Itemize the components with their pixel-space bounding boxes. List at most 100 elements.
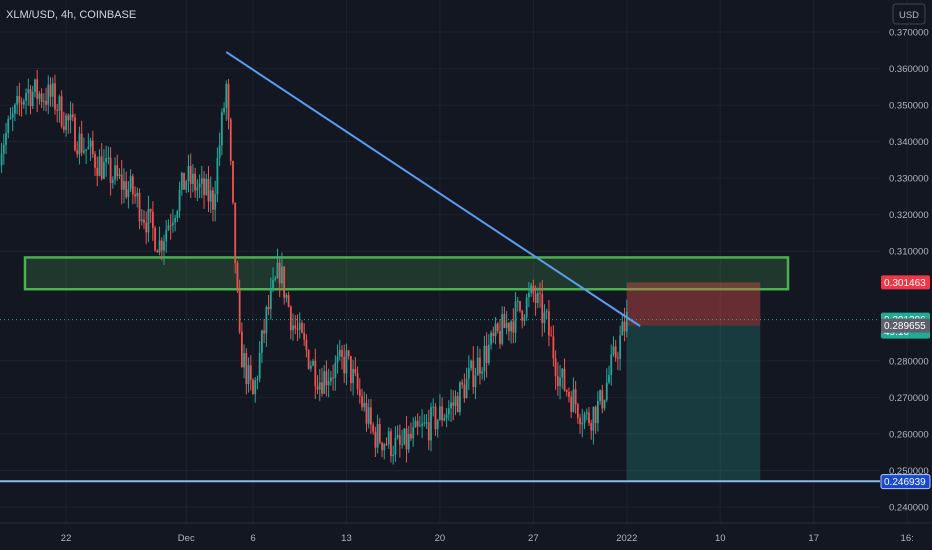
- candle-body: [247, 365, 250, 385]
- candle-body: [225, 83, 228, 108]
- time-tick-label: 10: [715, 533, 726, 544]
- candle-body: [421, 423, 423, 426]
- currency-button[interactable]: [892, 3, 926, 25]
- candle-body: [40, 93, 43, 102]
- candle-body: [436, 419, 439, 430]
- price-tag: [881, 318, 930, 333]
- candle-body: [445, 414, 448, 419]
- candle-body: [16, 96, 19, 105]
- candle-body: [481, 371, 484, 374]
- candle-body: [269, 289, 272, 310]
- candle-body: [479, 357, 481, 374]
- candle-body: [499, 331, 501, 344]
- candle-body: [194, 173, 197, 191]
- candle-body: [450, 402, 452, 409]
- candle-body: [87, 146, 90, 150]
- candle-body: [100, 156, 103, 179]
- descending-trendline: [225, 51, 641, 327]
- candle-body: [74, 117, 76, 151]
- stop-loss-zone: [626, 282, 761, 326]
- candle-body: [617, 357, 619, 359]
- candle-body: [243, 353, 245, 368]
- candle-body: [396, 435, 399, 438]
- candle-body: [403, 428, 406, 445]
- candle-body: [51, 83, 54, 97]
- symbol-title[interactable]: XLM/USD, 4h, COINBASE: [6, 9, 136, 21]
- candle-body: [530, 285, 533, 293]
- candle-body: [276, 262, 279, 279]
- price-tick-label: 0.340000: [889, 137, 929, 148]
- candle-body: [507, 322, 510, 332]
- price-tick-label: 0.330000: [889, 174, 929, 185]
- candle-body: [254, 380, 257, 395]
- candle-body: [314, 360, 317, 387]
- candle-body: [463, 384, 466, 399]
- candle-body: [385, 444, 388, 446]
- candle-body: [272, 279, 274, 290]
- price-tick-label: 0.320000: [889, 210, 929, 221]
- candle-body: [85, 149, 88, 151]
- candle-body: [329, 377, 332, 382]
- candle-body: [381, 442, 383, 451]
- candle-body: [545, 311, 548, 313]
- price-axis[interactable]: 0.370000 0.360000 0.350000 0.340000 0.330000…: [889, 28, 929, 514]
- candle-body: [240, 331, 243, 368]
- candle-body: [556, 376, 559, 387]
- price-tick-label: 0.360000: [889, 64, 929, 75]
- candle-body: [525, 297, 528, 318]
- candle-body: [574, 389, 577, 405]
- candle-body: [423, 422, 426, 424]
- candle-body: [163, 241, 165, 251]
- candle-body: [185, 180, 188, 190]
- candle-body: [321, 382, 323, 394]
- candle-body: [592, 406, 595, 431]
- candle-body: [541, 294, 544, 324]
- candle-body: [559, 377, 561, 387]
- candle-body: [594, 406, 597, 424]
- candle-body: [472, 360, 475, 387]
- candle-body: [614, 346, 617, 358]
- candle-body: [405, 428, 408, 450]
- candle-body: [301, 322, 303, 333]
- candle-body: [200, 178, 203, 184]
- candle-body: [145, 222, 148, 233]
- time-tick-label: 16:: [901, 533, 914, 544]
- candle-body: [38, 93, 41, 99]
- candle-body: [125, 181, 128, 198]
- price-tick-label: 0.260000: [889, 429, 929, 440]
- candle-body: [374, 431, 377, 448]
- candle-body: [487, 344, 490, 363]
- candle-body: [187, 166, 190, 181]
- grid-lines: [0, 0, 908, 523]
- candle-body: [147, 208, 150, 233]
- candle-body: [258, 352, 261, 379]
- zones-layer: [23, 256, 790, 482]
- price-tag-label: 0.289655: [884, 321, 926, 332]
- candle-body: [490, 332, 492, 345]
- candle-body: [601, 390, 604, 409]
- candle-body: [158, 240, 161, 253]
- price-tick-label: 0.310000: [889, 247, 929, 258]
- candle-body: [154, 227, 156, 251]
- candle-body: [583, 414, 586, 423]
- candle-body: [256, 378, 259, 381]
- candle-body: [327, 381, 330, 386]
- candle-body: [263, 330, 266, 334]
- candle-body: [563, 368, 566, 391]
- candle-body: [129, 176, 132, 190]
- candle-body: [281, 266, 283, 284]
- time-axis[interactable]: 22 Dec 6 13 20 27 2022 10 17 16:: [61, 533, 914, 544]
- currency-label: USD: [899, 10, 919, 21]
- candle-body: [456, 396, 459, 413]
- candle-body: [180, 172, 183, 190]
- candle-body: [118, 174, 121, 176]
- candle-body: [56, 109, 59, 111]
- candle-body: [294, 325, 297, 329]
- candle-body: [31, 91, 34, 107]
- candle-body: [341, 349, 343, 357]
- candle-body: [590, 423, 593, 431]
- candle-body: [347, 350, 350, 357]
- candle-body: [554, 358, 557, 377]
- candle-body: [410, 433, 412, 439]
